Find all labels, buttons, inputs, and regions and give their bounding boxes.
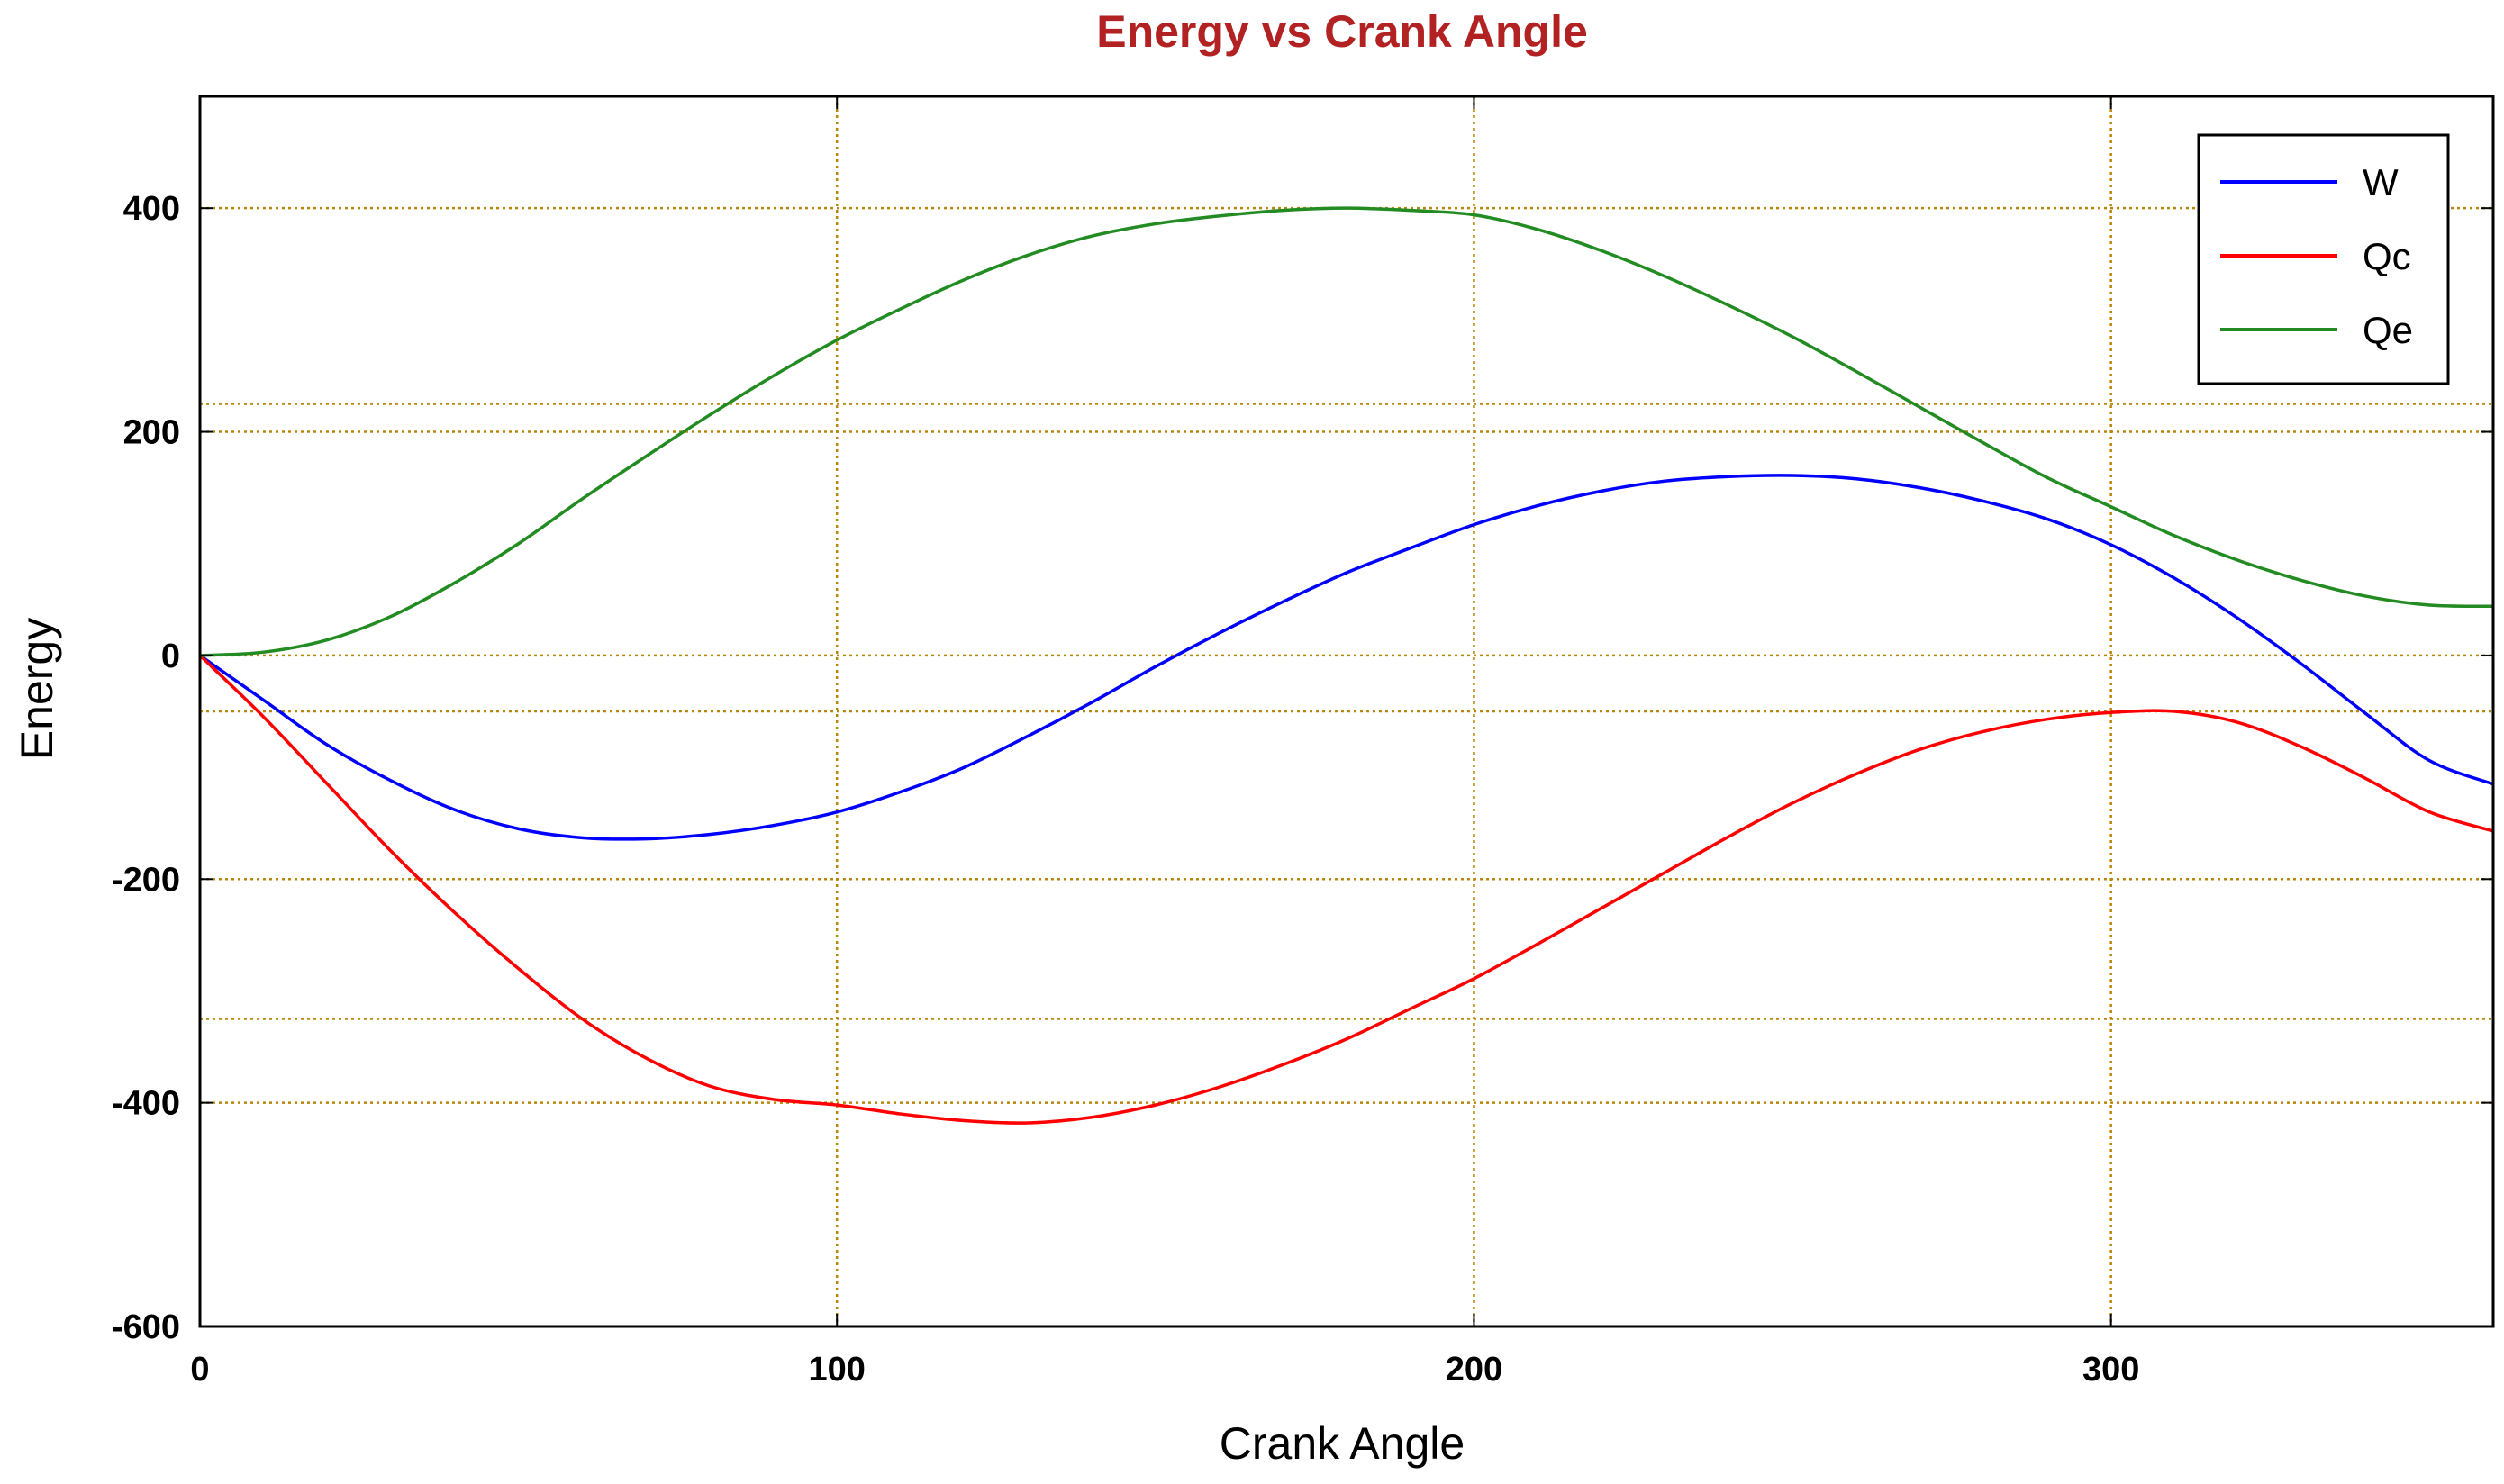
chart-title: Energy vs Crank Angle (1096, 6, 1588, 57)
series-line-qe (199, 206, 2494, 657)
plot-frame (198, 95, 2495, 1328)
legend-label-qe: Qe (2363, 309, 2413, 351)
y-tick-label-0: 0 (161, 638, 180, 675)
series-line-w (198, 474, 2494, 841)
legend: W Qc Qe (2197, 133, 2450, 385)
y-tick-label-400: 400 (123, 190, 180, 228)
series-layer (198, 206, 2494, 1125)
series-line-qc (198, 654, 2494, 1125)
y-tick-label--400: -400 (112, 1085, 180, 1123)
tick-layer: 0 100 200 300 -600 -400 -200 0 200 400 (112, 96, 2493, 1389)
y-tick-label--600: -600 (112, 1308, 180, 1346)
y-axis-label: Energy (12, 618, 62, 760)
legend-label-w: W (2363, 161, 2399, 204)
x-tick-label-300: 300 (2082, 1351, 2139, 1389)
x-tick-label-100: 100 (809, 1351, 866, 1389)
legend-box (2197, 133, 2450, 385)
y-tick-label-200: 200 (123, 414, 180, 452)
legend-label-qc: Qc (2363, 235, 2411, 277)
x-axis-label: Crank Angle (1220, 1418, 1465, 1469)
x-tick-label-0: 0 (190, 1351, 209, 1389)
y-tick-label--200: -200 (112, 861, 180, 899)
x-tick-label-200: 200 (1446, 1351, 1502, 1389)
